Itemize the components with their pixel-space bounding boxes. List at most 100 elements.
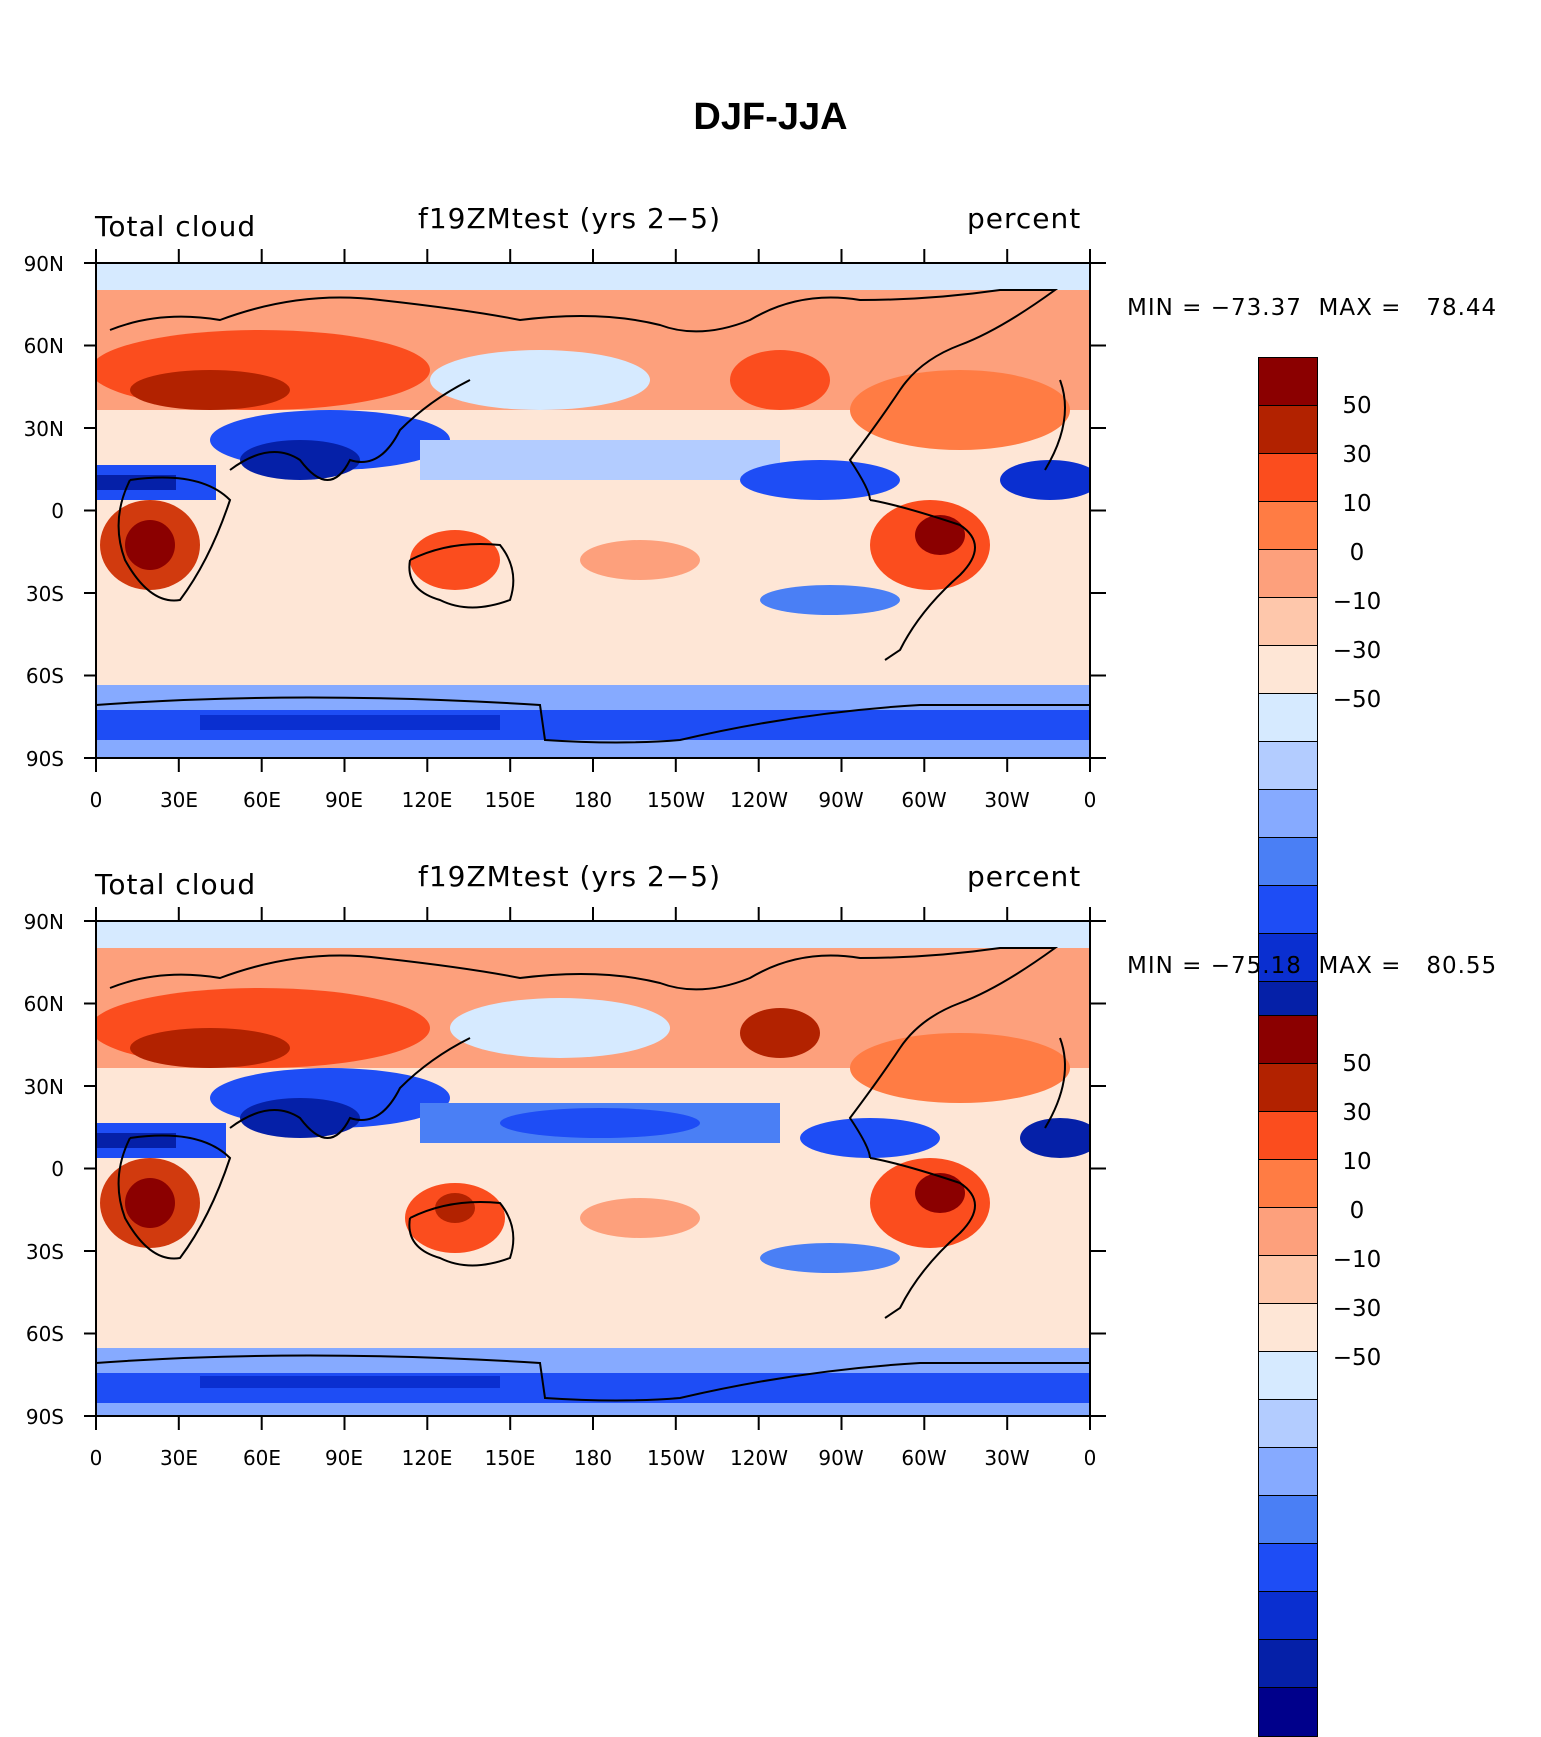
y-tick-label: 60S [25, 1322, 64, 1346]
contour-map [84, 249, 1106, 772]
x-tick-label: 180 [573, 1446, 613, 1470]
x-tick-label: 150E [484, 788, 536, 812]
x-tick-label: 120E [401, 788, 453, 812]
colorbar-bin [1259, 934, 1317, 982]
y-tick-label: 30N [23, 1075, 64, 1099]
y-tick-label: 0 [51, 499, 64, 523]
x-tick-label: 120W [730, 1446, 788, 1470]
x-tick-label: 0 [89, 1446, 103, 1470]
x-tick-label: 120E [401, 1446, 453, 1470]
x-tick-marks [95, 907, 1091, 1430]
colorbar-bin [1259, 838, 1317, 886]
colorbar-bin [1259, 886, 1317, 934]
colorbar-label: 50 [1342, 393, 1372, 419]
colorbar-bin [1259, 1256, 1317, 1304]
y-tick-label: 90N [23, 252, 64, 276]
colorbar-bin [1259, 1208, 1317, 1256]
map-panel-1: Total cloud f19ZMtest (yrs 2−5) percent … [0, 0, 1541, 1079]
x-tick-label: 150E [484, 1446, 536, 1470]
min-max-readout: MIN = −75.18 MAX = 80.55 [1127, 953, 1497, 979]
colorbar-label: 30 [1342, 442, 1372, 468]
colorbar-bin [1259, 1064, 1317, 1112]
x-tick-label: 30W [984, 788, 1030, 812]
colorbar-bin [1259, 1112, 1317, 1160]
x-tick-label: 30W [984, 1446, 1030, 1470]
x-tick-label: 30E [159, 788, 199, 812]
panel-left-label: Total cloud [95, 210, 257, 243]
colorbar-bin [1259, 1688, 1317, 1736]
colorbar-bin [1259, 646, 1317, 694]
y-tick-label: 0 [51, 1157, 64, 1181]
x-tick-label: 30E [159, 1446, 199, 1470]
colorbar-label: 0 [1349, 1198, 1365, 1224]
colorbar-label: −30 [1332, 638, 1382, 664]
colorbar-bin [1259, 598, 1317, 646]
colorbar-label: −10 [1332, 589, 1382, 615]
colorbar-bin [1259, 1352, 1317, 1400]
colorbar-bin [1259, 694, 1317, 742]
x-tick-label: 90W [818, 1446, 864, 1470]
y-tick-label: 60N [23, 992, 64, 1016]
x-tick-label: 150W [647, 1446, 705, 1470]
x-tick-label: 60E [242, 1446, 282, 1470]
colorbar-bin [1259, 406, 1317, 454]
colorbar-bin [1259, 1448, 1317, 1496]
colorbar-bin [1259, 1400, 1317, 1448]
y-tick-marks [84, 920, 1106, 1417]
min-max-readout: MIN = −73.37 MAX = 78.44 [1127, 295, 1497, 321]
min-value: −75.18 [1210, 953, 1302, 979]
colorbar-label: 0 [1349, 540, 1365, 566]
y-tick-label: 90S [25, 1405, 64, 1429]
y-tick-label: 60S [25, 664, 64, 688]
panel-right-label: percent [967, 202, 1082, 235]
colorbar-bin [1259, 1640, 1317, 1688]
colorbar-label: −50 [1332, 1345, 1382, 1371]
x-tick-marks [95, 249, 1091, 772]
colorbar-label: −10 [1332, 1247, 1382, 1273]
colorbar-bin [1259, 1496, 1317, 1544]
y-tick-label: 90S [25, 747, 64, 771]
y-tick-label: 30S [25, 582, 64, 606]
y-tick-label: 60N [23, 334, 64, 358]
x-tick-label: 120W [730, 788, 788, 812]
colorbar-bin [1259, 790, 1317, 838]
y-tick-marks [84, 262, 1106, 759]
x-tick-label: 150W [647, 788, 705, 812]
y-tick-label: 30S [25, 1240, 64, 1264]
colorbar-label: −50 [1332, 687, 1382, 713]
colorbar-label: 10 [1342, 1149, 1372, 1175]
panel-center-label: f19ZMtest (yrs 2−5) [418, 860, 722, 893]
figure-title: DJF-JJA [693, 96, 848, 138]
contour-map [84, 907, 1106, 1430]
colorbar-bin [1259, 502, 1317, 550]
x-tick-label: 60W [901, 1446, 947, 1470]
x-tick-label: 0 [89, 788, 103, 812]
x-tick-label: 180 [573, 788, 613, 812]
y-tick-label: 90N [23, 910, 64, 934]
colorbar-bin [1259, 1160, 1317, 1208]
min-label: MIN = [1127, 295, 1211, 321]
max-label: MAX = [1318, 295, 1410, 321]
x-tick-label: 90E [324, 788, 364, 812]
colorbar-bin [1259, 1304, 1317, 1352]
colorbar-bin [1259, 358, 1317, 406]
x-tick-label: 90W [818, 788, 864, 812]
colorbar-label: 50 [1342, 1051, 1372, 1077]
max-value: 80.55 [1426, 953, 1498, 979]
panel-right-label: percent [967, 860, 1082, 893]
colorbar-bin [1259, 1016, 1317, 1064]
min-value: −73.37 [1210, 295, 1302, 321]
x-tick-label: 0 [1083, 788, 1097, 812]
y-tick-label: 30N [23, 417, 64, 441]
map-panel-2: Total cloud f19ZMtest (yrs 2−5) percent … [0, 658, 1541, 1737]
x-tick-label: 0 [1083, 1446, 1097, 1470]
colorbar-bin [1259, 550, 1317, 598]
max-label: MAX = [1318, 953, 1410, 979]
colorbar-bin [1259, 742, 1317, 790]
panel-left-label: Total cloud [95, 868, 257, 901]
max-value: 78.44 [1426, 295, 1498, 321]
colorbar-bin [1259, 1544, 1317, 1592]
x-tick-label: 60W [901, 788, 947, 812]
colorbar-bin [1259, 1592, 1317, 1640]
panel-center-label: f19ZMtest (yrs 2−5) [418, 202, 722, 235]
